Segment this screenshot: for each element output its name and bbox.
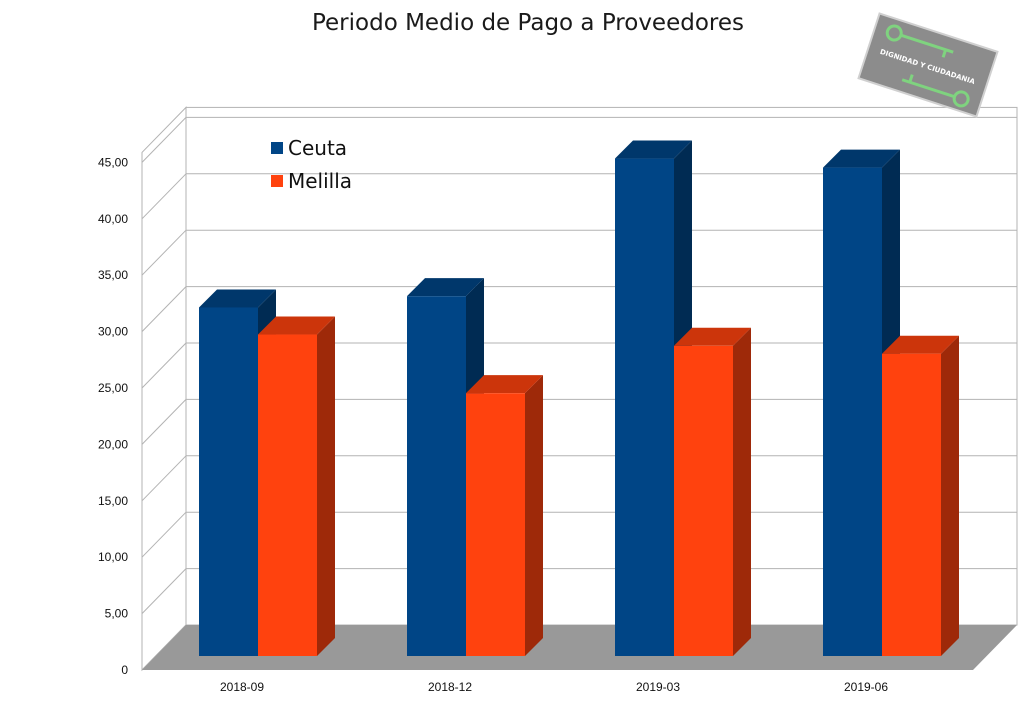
bar-top (823, 149, 900, 168)
bar-top (466, 375, 543, 394)
bar-side (525, 375, 543, 656)
x-tick-label: 2019-06 (844, 680, 888, 694)
x-tick-label: 2018-09 (220, 680, 264, 694)
grid-line (141, 117, 187, 163)
key-bit (908, 74, 914, 83)
bar-front (199, 307, 258, 656)
chart-title: Periodo Medio de Pago a Proveedores (311, 10, 744, 36)
grid-line (141, 455, 187, 502)
legend-swatch-melilla (271, 175, 283, 187)
watermark-logo: DIGNIDAD Y CIUDADANIA (857, 12, 999, 118)
y-tick-label: 0 (121, 663, 128, 677)
bar-top (882, 335, 959, 354)
key-shaft (901, 78, 955, 99)
y-tick-label: 30,00 (98, 325, 128, 339)
bar-front (674, 345, 733, 656)
bar-melilla-2018-12 (466, 375, 543, 656)
bar-front (882, 353, 941, 656)
y-tick-label: 5,00 (105, 607, 129, 621)
bar-top (615, 140, 692, 159)
bar-front (823, 167, 882, 657)
bar-front (258, 334, 317, 656)
grid-line (141, 173, 187, 220)
keys-icon: DIGNIDAD Y CIUDADANIA (857, 12, 999, 118)
x-axis-ticks: 2018-09 2018-12 2019-03 2019-06 (220, 680, 888, 694)
key-shaft (900, 33, 954, 54)
bar-top (407, 278, 484, 297)
y-tick-label: 15,00 (98, 494, 128, 508)
bar-top (199, 289, 276, 308)
bar-melilla-2019-06 (882, 335, 959, 656)
legend: Ceuta Melilla (271, 136, 352, 193)
plot-floor (142, 625, 1017, 670)
bar-top (258, 316, 335, 335)
y-tick-label: 25,00 (98, 381, 128, 395)
bars (199, 140, 959, 657)
grid-line (141, 229, 187, 276)
bar-melilla-2019-03 (674, 327, 751, 656)
bar-side (941, 335, 959, 656)
side-wall (141, 106, 187, 672)
bar-melilla-2018-09 (258, 316, 335, 656)
bar-front (615, 158, 674, 656)
key-bit (941, 49, 948, 58)
grid-line (141, 286, 187, 332)
y-tick-label: 45,00 (98, 155, 128, 169)
x-tick-label: 2018-12 (428, 680, 472, 694)
y-axis-ticks: 0 5,00 10,00 15,00 20,00 25,00 30,00 35,00 40,00… (98, 155, 128, 677)
grid-line (141, 399, 187, 445)
y-tick-label: 40,00 (98, 212, 128, 226)
grid-line (141, 342, 187, 389)
x-tick-label: 2019-03 (636, 680, 680, 694)
bar-side (317, 316, 335, 656)
floor (142, 625, 1017, 670)
bar-top (674, 327, 751, 346)
legend-swatch-ceuta (271, 142, 283, 154)
bar-front (466, 393, 525, 656)
grid-line (141, 511, 187, 558)
legend-label-melilla: Melilla (288, 169, 352, 193)
y-tick-label: 35,00 (98, 268, 128, 282)
y-tick-label: 10,00 (98, 550, 128, 564)
y-tick-label: 20,00 (98, 437, 128, 451)
legend-label-ceuta: Ceuta (288, 136, 347, 160)
bar-side (733, 327, 751, 656)
grid-line (141, 568, 187, 614)
bar-front (407, 296, 466, 656)
